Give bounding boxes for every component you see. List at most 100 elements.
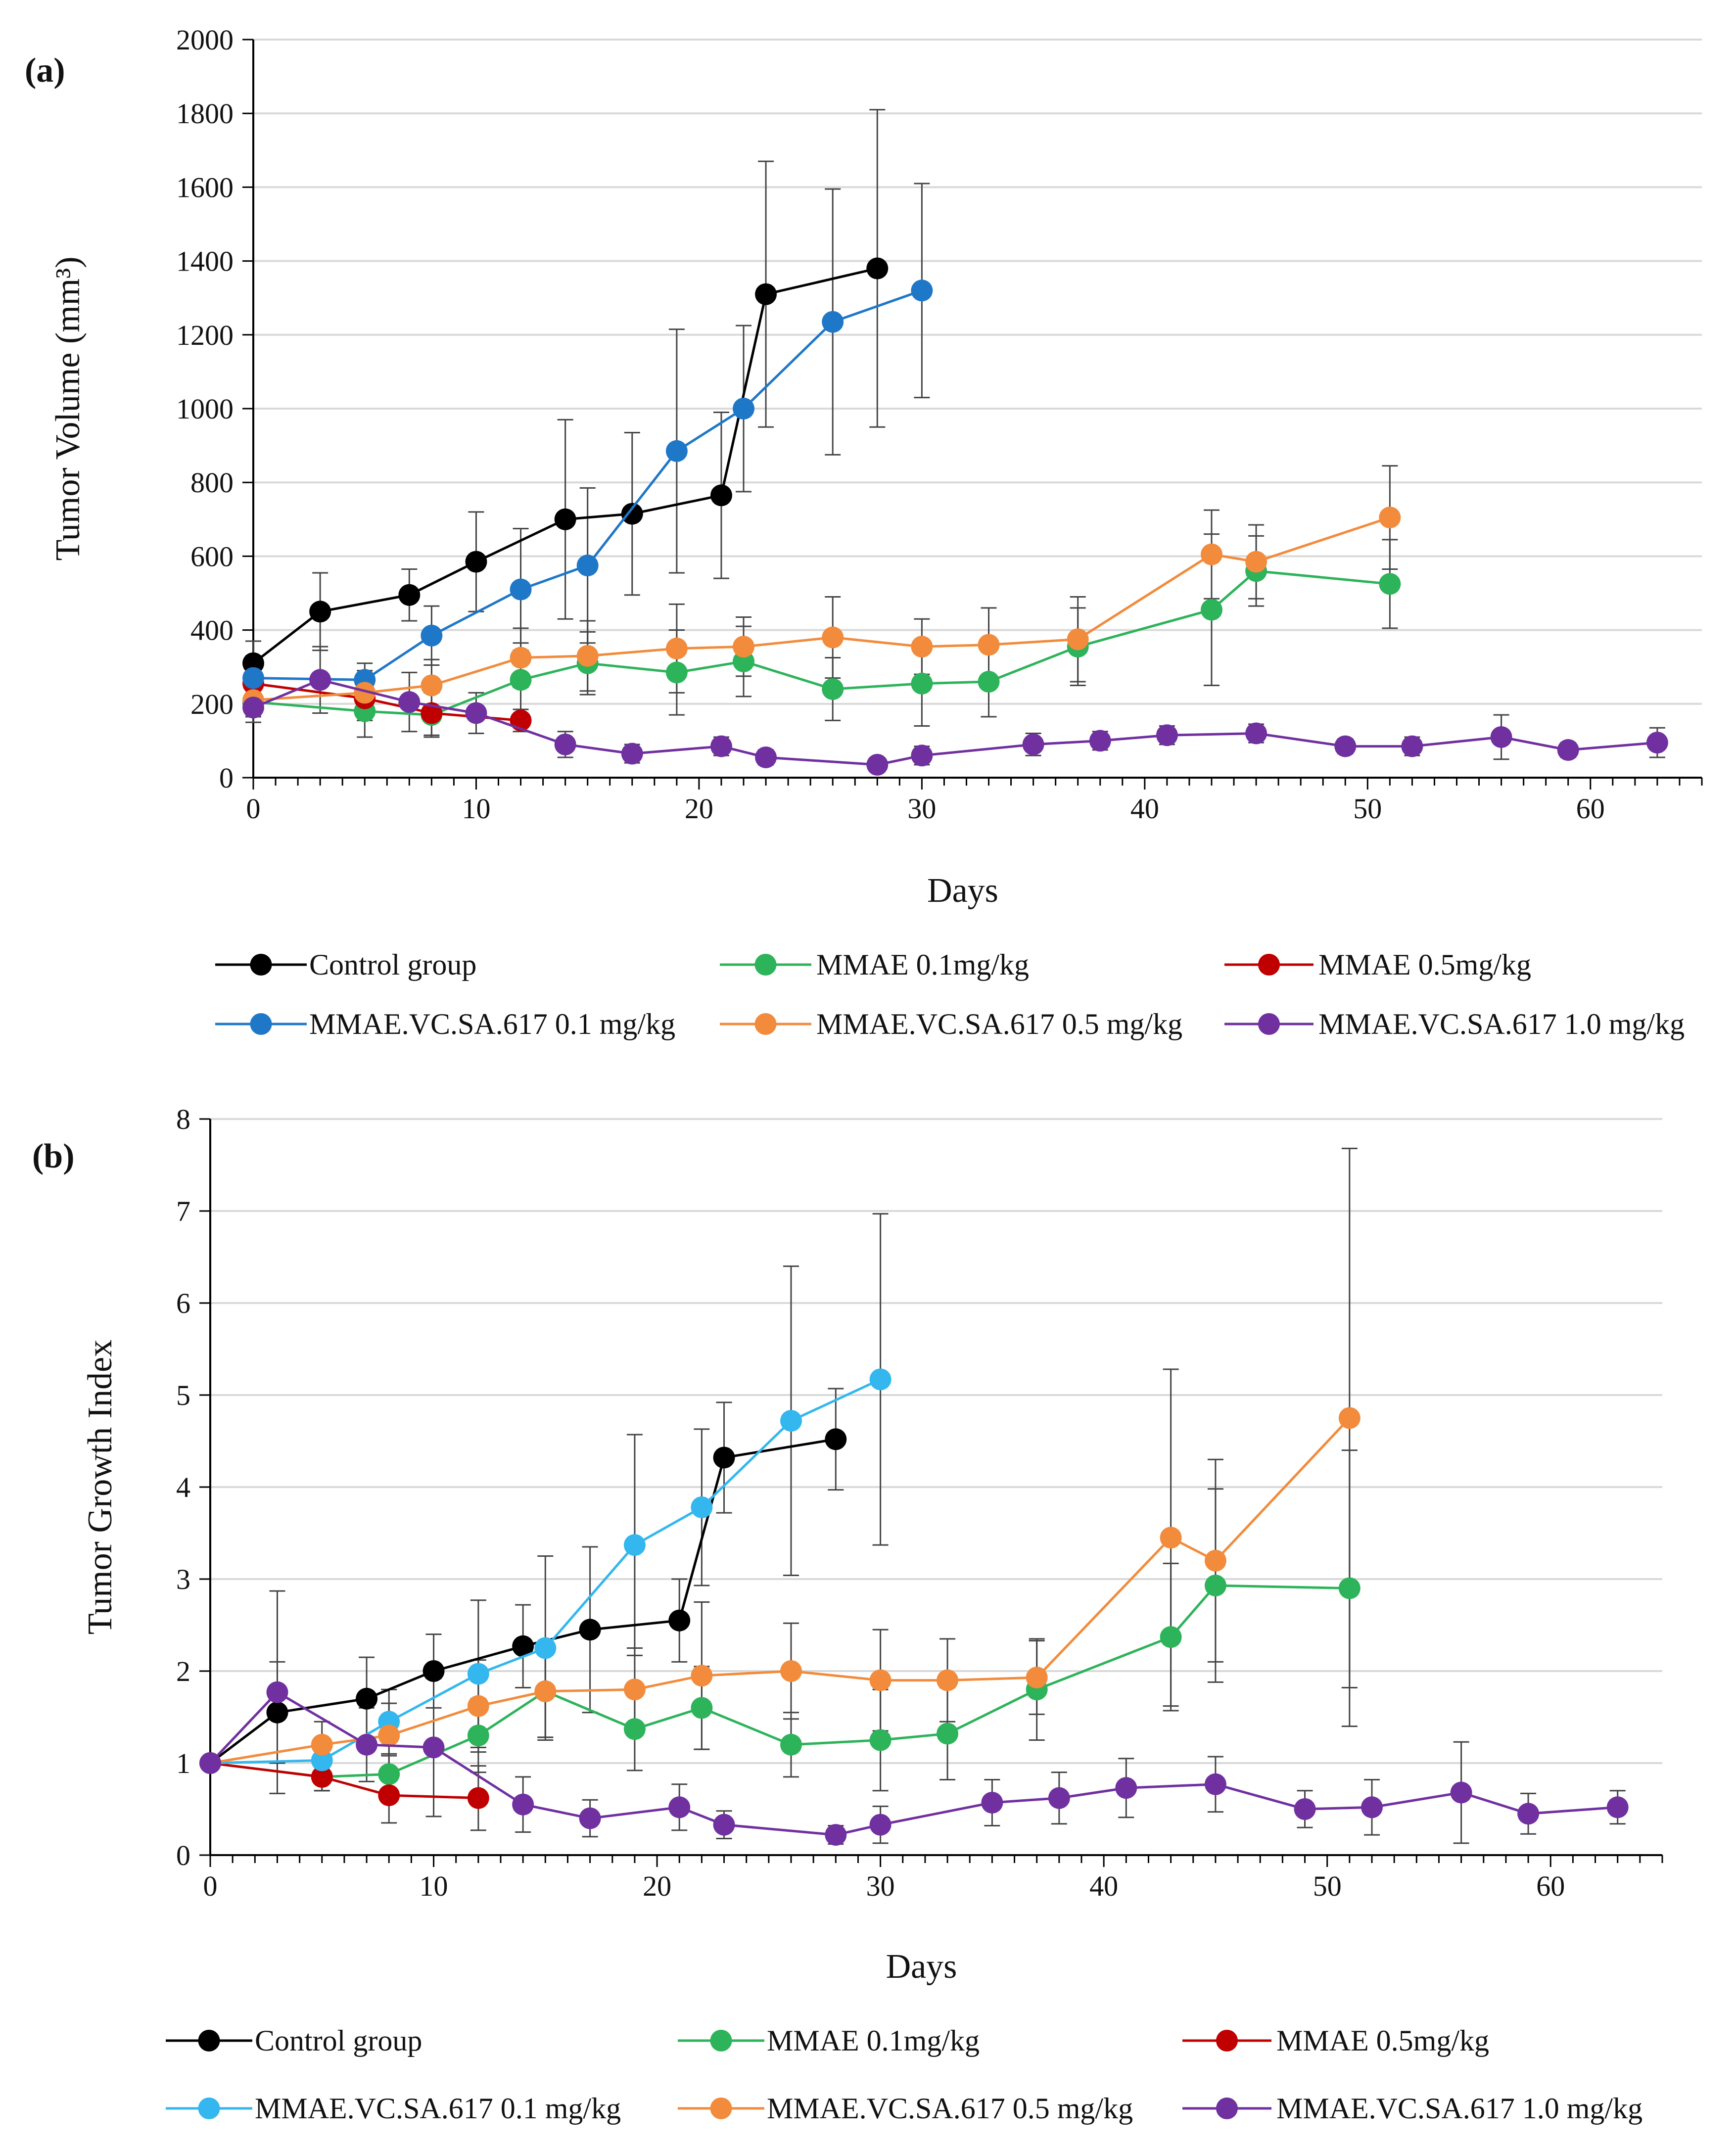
data-point: [309, 669, 331, 691]
data-point: [576, 555, 599, 577]
data-point: [668, 1796, 691, 1819]
legend-marker: [754, 954, 777, 976]
x-axis-label: Days: [927, 872, 998, 910]
data-point: [421, 674, 443, 697]
data-point: [1379, 507, 1401, 529]
data-point: [981, 1791, 1003, 1814]
y-tick-label: 0: [219, 762, 234, 794]
data-point: [869, 1814, 891, 1836]
data-point: [266, 1701, 288, 1724]
data-point: [937, 1723, 959, 1745]
data-point: [579, 1807, 601, 1829]
data-point: [1089, 730, 1111, 752]
data-point: [199, 1752, 221, 1774]
x-tick-label: 10: [462, 793, 490, 825]
data-point: [869, 1368, 891, 1391]
panel-label: (b): [32, 1137, 75, 1175]
data-point: [378, 1725, 400, 1747]
data-point: [378, 1763, 400, 1785]
data-point: [510, 669, 532, 691]
data-point: [1200, 543, 1222, 565]
x-tick-label: 10: [420, 1870, 448, 1902]
y-tick-label: 800: [190, 466, 234, 499]
legend-label: MMAE.VC.SA.617 0.5 mg/kg: [767, 2092, 1133, 2125]
data-point: [356, 1733, 378, 1756]
x-tick-label: 30: [907, 793, 936, 825]
data-point: [710, 735, 732, 757]
data-point: [311, 1749, 333, 1772]
data-point: [869, 1669, 891, 1691]
data-point: [1245, 722, 1267, 745]
y-tick-label: 1: [176, 1747, 190, 1779]
data-point: [713, 1446, 735, 1469]
data-point: [780, 1660, 802, 1682]
data-point: [242, 697, 264, 719]
x-axis-label: Days: [886, 1948, 957, 1986]
data-point: [311, 1733, 333, 1756]
data-point: [422, 1736, 445, 1759]
data-point: [1204, 1575, 1226, 1597]
data-point: [668, 1609, 691, 1632]
data-point: [510, 578, 532, 601]
legend-label: Control group: [309, 948, 476, 981]
data-point: [1204, 1773, 1226, 1795]
legend-label: MMAE 0.1mg/kg: [767, 2024, 980, 2057]
data-point: [398, 691, 421, 713]
data-point: [911, 636, 933, 658]
data-point: [1156, 724, 1178, 746]
data-point: [534, 1680, 557, 1702]
data-point: [554, 508, 576, 530]
data-point: [554, 733, 576, 755]
data-point: [755, 746, 777, 768]
data-point: [422, 1660, 445, 1682]
x-tick-label: 0: [246, 793, 261, 825]
data-point: [691, 1496, 713, 1518]
data-point: [1361, 1796, 1383, 1819]
data-point: [710, 484, 732, 507]
data-point: [1160, 1527, 1182, 1549]
data-point: [825, 1428, 847, 1450]
data-point: [1557, 739, 1579, 761]
legend-label: MMAE 0.1mg/kg: [816, 948, 1029, 981]
data-point: [822, 311, 844, 333]
y-tick-label: 0: [176, 1839, 190, 1871]
data-point: [780, 1733, 802, 1756]
data-point: [1338, 1577, 1361, 1599]
legend-label: MMAE.VC.SA.617 1.0 mg/kg: [1276, 2092, 1642, 2125]
data-point: [356, 1687, 378, 1710]
data-point: [1048, 1787, 1070, 1809]
legend-label: MMAE 0.5mg/kg: [1276, 2024, 1489, 2057]
y-tick-label: 2: [176, 1655, 190, 1687]
x-tick-label: 0: [203, 1870, 218, 1902]
data-point: [1245, 551, 1267, 573]
x-tick-label: 60: [1536, 1870, 1565, 1902]
data-point: [713, 1814, 735, 1836]
data-point: [378, 1784, 400, 1807]
data-point: [1334, 735, 1357, 757]
data-point: [579, 1619, 601, 1641]
data-point: [937, 1669, 959, 1691]
y-tick-label: 1800: [176, 97, 234, 130]
data-point: [354, 682, 376, 704]
y-tick-label: 600: [190, 540, 234, 572]
data-point: [242, 667, 264, 689]
data-point: [755, 283, 777, 305]
legend-marker: [710, 2098, 732, 2119]
data-point: [978, 634, 1000, 656]
y-tick-label: 8: [176, 1103, 190, 1135]
data-point: [665, 637, 688, 659]
data-point: [911, 280, 933, 302]
data-point: [421, 624, 443, 647]
x-tick-label: 60: [1576, 793, 1605, 825]
data-point: [825, 1824, 847, 1846]
data-point: [1646, 732, 1668, 754]
data-point: [467, 1725, 489, 1747]
y-tick-label: 1000: [176, 393, 234, 425]
panel-label: (a): [25, 51, 65, 90]
data-point: [822, 678, 844, 700]
data-point: [512, 1793, 534, 1816]
data-point: [733, 398, 755, 420]
x-tick-label: 40: [1130, 793, 1159, 825]
data-point: [465, 551, 487, 573]
legend-marker: [754, 1013, 777, 1035]
